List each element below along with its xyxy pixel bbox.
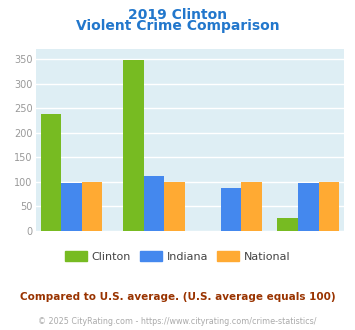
Bar — [61, 183, 82, 231]
Text: 2019 Clinton: 2019 Clinton — [128, 8, 227, 22]
Legend: Clinton, Indiana, National: Clinton, Indiana, National — [60, 247, 295, 267]
Bar — [143, 176, 164, 231]
Bar — [221, 188, 241, 231]
Bar — [82, 182, 102, 231]
Bar — [319, 182, 339, 231]
Text: Compared to U.S. average. (U.S. average equals 100): Compared to U.S. average. (U.S. average … — [20, 292, 335, 302]
Bar — [277, 218, 298, 231]
Bar — [40, 114, 61, 231]
Text: Violent Crime Comparison: Violent Crime Comparison — [76, 19, 279, 33]
Bar — [241, 182, 262, 231]
Bar — [164, 182, 185, 231]
Text: © 2025 CityRating.com - https://www.cityrating.com/crime-statistics/: © 2025 CityRating.com - https://www.city… — [38, 317, 317, 326]
Bar — [123, 60, 143, 231]
Bar — [298, 183, 319, 231]
